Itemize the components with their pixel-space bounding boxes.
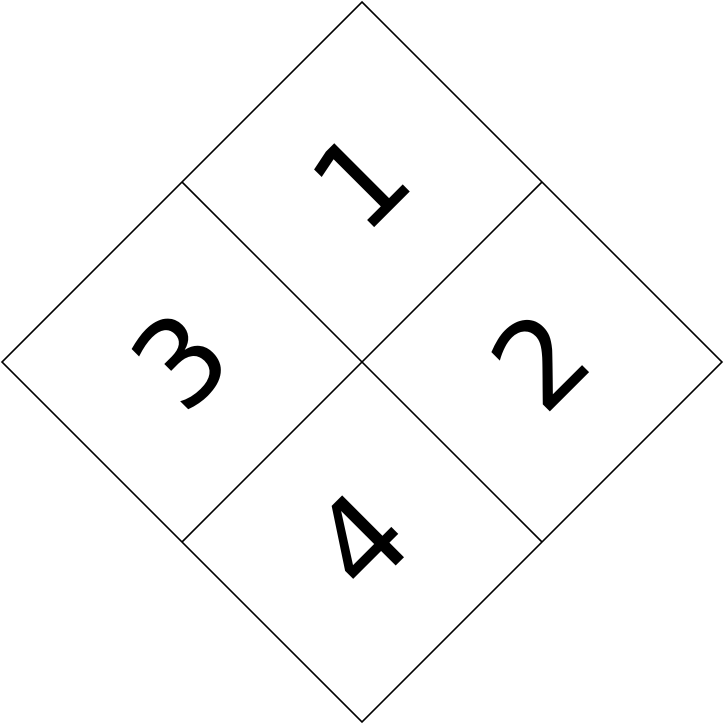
cell-top: 1 (286, 106, 438, 258)
cell-right-label: 2 (466, 286, 618, 438)
divider-line-b (181, 181, 543, 543)
cell-left: 3 (106, 286, 258, 438)
cell-top-label: 1 (286, 106, 438, 258)
cell-bottom: 4 (286, 466, 438, 618)
cell-right: 2 (466, 286, 618, 438)
cell-left-label: 3 (106, 286, 258, 438)
cell-bottom-label: 4 (286, 466, 438, 618)
